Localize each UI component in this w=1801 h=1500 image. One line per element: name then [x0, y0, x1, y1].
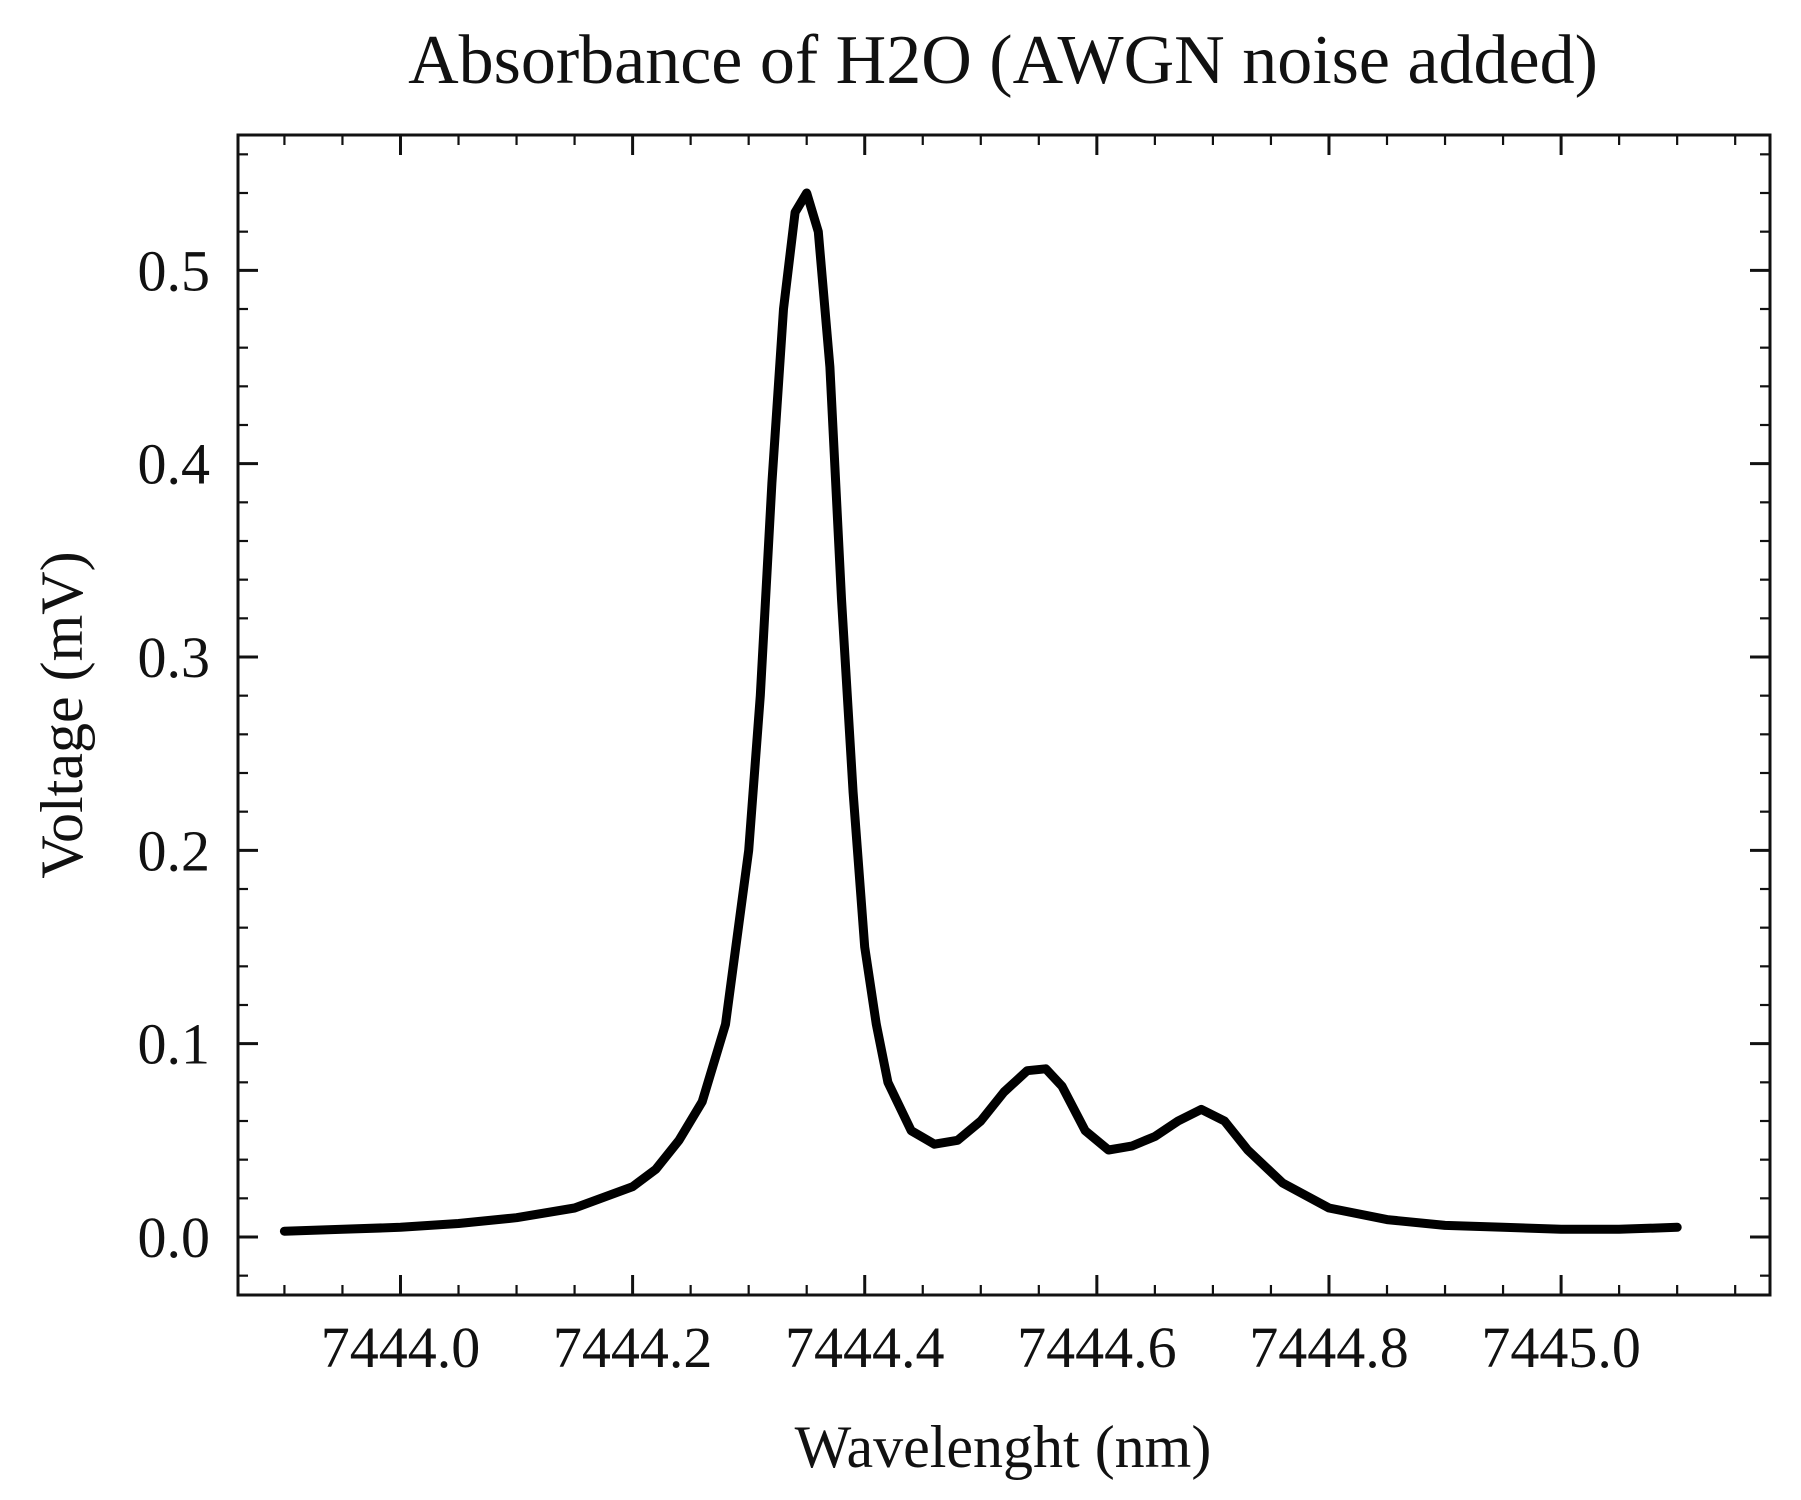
plot-frame: [236, 133, 1772, 1297]
y-tick-label: 0.1: [138, 1012, 211, 1077]
y-tick-label: 0.3: [138, 625, 211, 690]
y-tick-label: 0.2: [138, 818, 211, 883]
x-tick-label: 7444.4: [785, 1315, 945, 1380]
x-tick-label: 7444.8: [1249, 1315, 1409, 1380]
y-tick-label: 0.0: [138, 1205, 211, 1270]
y-axis-label: Voltage (mV): [29, 551, 95, 878]
y-tick-label: 0.4: [138, 432, 211, 497]
x-tick-label: 7444.6: [1017, 1315, 1177, 1380]
y-tick-label: 0.5: [138, 238, 211, 303]
axis-ticks: [238, 135, 1770, 1295]
tick-labels: 7444.0 7444.2 7444.4 7444.6 7444.8 7445.0 0.0 0…: [138, 238, 1641, 1380]
x-axis-label: Wavelenght (nm): [795, 1414, 1212, 1480]
x-tick-label: 7445.0: [1481, 1315, 1641, 1380]
x-tick-label: 7444.0: [321, 1315, 481, 1380]
plot-area: [279, 188, 1682, 1236]
absorbance-series-line: [279, 188, 1682, 1236]
chart-title: Absorbance of H2O (AWGN noise added): [408, 22, 1598, 99]
x-tick-label: 7444.2: [553, 1315, 713, 1380]
